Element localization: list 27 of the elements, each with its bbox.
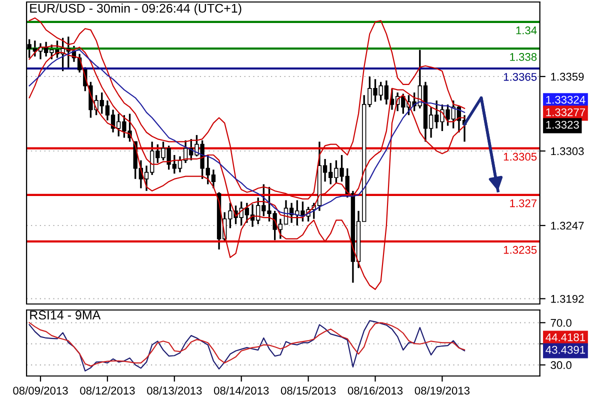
chart-title: EUR/USD - 30min - 09:26:44 (UTC+1) [30, 4, 242, 16]
y-tick-label: 1.3192 [551, 294, 584, 303]
y-tick-label: 1.3359 [551, 72, 584, 81]
x-tick-label: 08/13/2013 [147, 386, 202, 395]
y-tick-label: 70.0 [550, 318, 572, 327]
ref-line-label: 1.3365 [504, 72, 537, 81]
x-tick-label: 08/15/2013 [280, 386, 336, 395]
text: 1.3323 [546, 120, 579, 129]
x-tick-label: 08/14/2013 [214, 386, 269, 395]
y-tick-label: 30.0 [550, 361, 572, 370]
line-series [28, 17, 466, 200]
y-tick-label: 1.3247 [551, 222, 584, 230]
text: 1.33277 [546, 108, 586, 116]
ref-line-label: 1.327 [510, 199, 537, 208]
x-tick-label: 08/19/2013 [414, 386, 470, 395]
chart-title: RSI14 - 9MA [30, 310, 101, 320]
ref-line-label: 1.34 [516, 26, 537, 34]
ref-line-label: 1.3235 [504, 246, 537, 254]
ref-line-label: 1.338 [510, 53, 537, 61]
x-tick-label: 08/09/2013 [13, 386, 68, 395]
x-tick-label: 08/16/2013 [348, 386, 403, 395]
x-tick-label: 08/12/2013 [80, 386, 135, 395]
ref-line-label: 1.3305 [504, 152, 537, 161]
text: 44.4181 [546, 333, 586, 342]
y-tick-label: 1.3303 [551, 147, 584, 156]
text: 1.33324 [546, 96, 586, 104]
text: 43.4391 [546, 346, 586, 354]
